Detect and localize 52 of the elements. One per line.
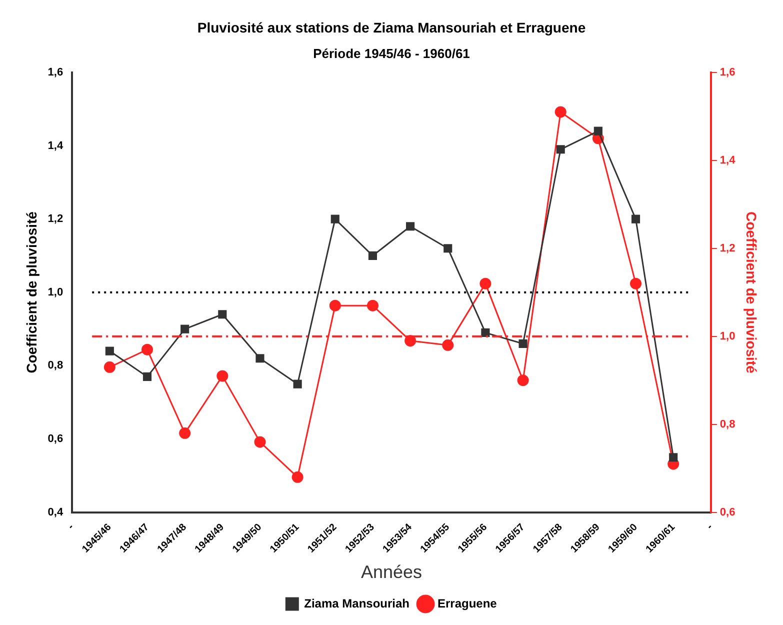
x-axis-title: Années [360, 562, 422, 582]
y-tick-label: 0,8 [48, 360, 64, 372]
point [406, 222, 415, 231]
point [292, 471, 304, 483]
point [368, 251, 377, 260]
legend-label: Ziama Mansouriah [304, 596, 410, 610]
y2-tick-label: 0,8 [720, 418, 736, 430]
point [366, 300, 378, 312]
point [517, 374, 529, 386]
point [480, 278, 492, 290]
chart-subtitle: Période 1945/46 - 1960/61 [313, 46, 470, 62]
point [631, 214, 640, 224]
y2-tick-label: 1,2 [720, 242, 736, 254]
y-axis-title: Coefficient de pluviosité [23, 211, 40, 374]
point [141, 344, 153, 356]
point [254, 436, 266, 448]
point [518, 339, 528, 348]
y-tick-label: 1,0 [48, 286, 64, 298]
x-tick-label: - [66, 522, 76, 532]
point [218, 310, 227, 319]
y-tick-label: 1,4 [48, 140, 64, 152]
point [554, 106, 566, 118]
point [669, 453, 678, 462]
y2-tick-label: 0,6 [720, 506, 736, 518]
point [404, 335, 416, 347]
point [594, 126, 602, 136]
y-tick-label: 1,6 [48, 66, 64, 78]
point [216, 370, 228, 382]
y2-tick-label: 1,0 [720, 330, 736, 342]
point [256, 354, 264, 363]
point [556, 145, 565, 154]
y2-axis-title: Coefficient de pluviosité [744, 211, 760, 374]
point [444, 244, 452, 253]
point [442, 339, 454, 351]
y-tick-label: 1,2 [48, 213, 64, 226]
point [330, 214, 340, 224]
point [293, 380, 302, 388]
y2-tick-label: 1,6 [720, 66, 736, 78]
y-tick-label: 0,4 [48, 506, 64, 518]
y-tick-label: 0,6 [48, 433, 64, 446]
point [105, 346, 114, 356]
chart-title: Pluviosité aux stations de Ziama Mansouriah et Erraguene [197, 19, 586, 36]
point [481, 328, 490, 337]
point [180, 324, 190, 334]
point [630, 278, 642, 290]
point [179, 427, 191, 439]
x-tick-label: - [704, 522, 715, 532]
y2-tick-label: 1,4 [720, 154, 736, 166]
point [142, 372, 152, 381]
legend-label: Erraguene [438, 596, 498, 610]
point [104, 361, 116, 373]
point [329, 300, 341, 312]
